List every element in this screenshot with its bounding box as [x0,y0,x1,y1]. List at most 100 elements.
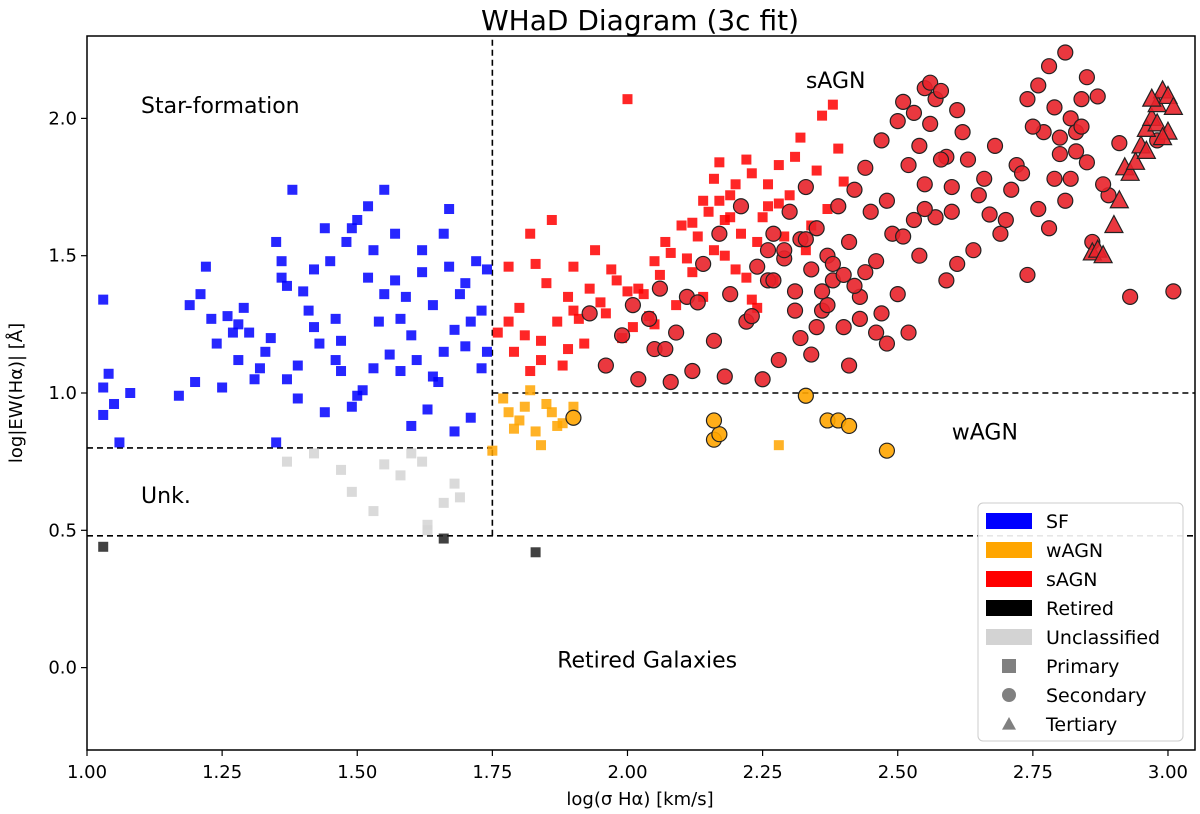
x-tick-label: 2.50 [878,762,918,783]
data-point-square [422,525,433,536]
data-point-square [373,316,384,327]
data-point-triangle [1163,96,1184,116]
data-point-square [568,401,579,412]
data-point-square [379,459,390,470]
data-point-circle [781,203,798,220]
data-point-square [254,363,265,374]
series-wagn-primary [487,385,784,456]
data-point-square [763,179,774,190]
data-point-circle [743,308,760,325]
data-point-square [238,302,249,313]
data-point-circle [759,242,777,259]
data-point-circle [835,266,852,284]
data-point-square [438,228,449,239]
data-point-circle [1024,118,1041,135]
legend-label: Secondary [1046,685,1147,707]
data-point-circle [992,225,1009,242]
data-point-square [233,355,244,366]
data-point-circle [1122,288,1139,305]
legend-swatch [986,542,1032,558]
series-sagn-secondary [581,44,1182,391]
data-point-circle [830,198,847,215]
data-point-square [730,264,741,275]
data-point-square [265,333,276,344]
data-point-circle [1013,165,1031,182]
data-point-square [530,258,541,269]
data-point-square [752,302,763,313]
legend-item: sAGN [986,569,1098,591]
data-point-square [406,448,417,459]
data-point-square [200,261,211,272]
data-point-square [681,253,692,264]
legend-item: Secondary [1002,685,1147,707]
data-point-circle [705,412,723,429]
data-point-square [438,533,449,544]
data-point-square [309,264,320,275]
data-point-circle [668,324,685,341]
data-point-square [98,541,109,552]
data-point-circle [1073,91,1090,108]
data-point-circle [922,115,939,132]
data-point-circle [732,198,750,215]
data-point-circle [873,305,890,322]
data-point-circle [722,286,739,303]
series-retired-primary [98,533,541,558]
legend-item: SF [986,511,1069,533]
data-point-square [584,283,595,294]
data-point-circle [1051,129,1068,146]
data-point-square [714,195,725,206]
data-point-square [692,231,703,242]
data-point-square [476,305,487,316]
data-point-square [833,143,844,154]
data-point-square [346,486,357,497]
data-point-square [336,366,347,377]
data-point-circle [986,137,1004,154]
data-point-circle [689,294,706,311]
data-point-square [514,302,525,313]
data-point-circle [813,283,831,300]
legend-swatch [986,600,1032,616]
data-point-circle [1030,77,1047,94]
data-point-square [449,426,460,437]
data-point-square [654,269,665,280]
data-point-square [530,426,541,437]
data-point-square [773,160,784,171]
x-tick-label: 2.25 [743,762,783,783]
region-labels: Star-formation sAGN wAGN Unk. Retired Galaxi… [141,69,1018,673]
data-point-square [395,313,406,324]
data-point-square [427,371,438,382]
data-point-square [368,506,379,517]
data-point-circle [895,228,912,245]
data-point-square [368,363,379,374]
data-point-circle [840,233,858,251]
data-point-square [541,398,552,409]
data-point-square [444,261,455,272]
data-point-square [536,355,547,366]
data-point-circle [857,159,874,176]
data-point-square [281,280,292,291]
data-point-square [719,214,730,225]
data-point-square [271,437,282,448]
data-point-square [325,256,336,267]
data-point-circle [1062,110,1079,127]
data-point-square [590,245,601,256]
data-point-circle [808,220,825,237]
data-point-circle [624,297,641,314]
legend-swatch [986,629,1032,645]
data-point-square [687,267,698,278]
data-point-circle [792,329,809,347]
data-point-square [811,165,822,176]
data-point-square [206,313,217,324]
data-point-circle [900,324,917,341]
series-sagn-tertiary [1082,79,1184,264]
data-point-circle [597,357,614,374]
data-point-square [606,264,617,275]
data-point-square [276,256,287,267]
data-point-circle [581,305,598,322]
data-point-square [676,220,687,231]
data-point-square [508,423,519,434]
data-point-square [276,272,287,283]
data-point-square [330,355,341,366]
data-point-square [552,316,563,327]
data-point-square [433,377,444,388]
